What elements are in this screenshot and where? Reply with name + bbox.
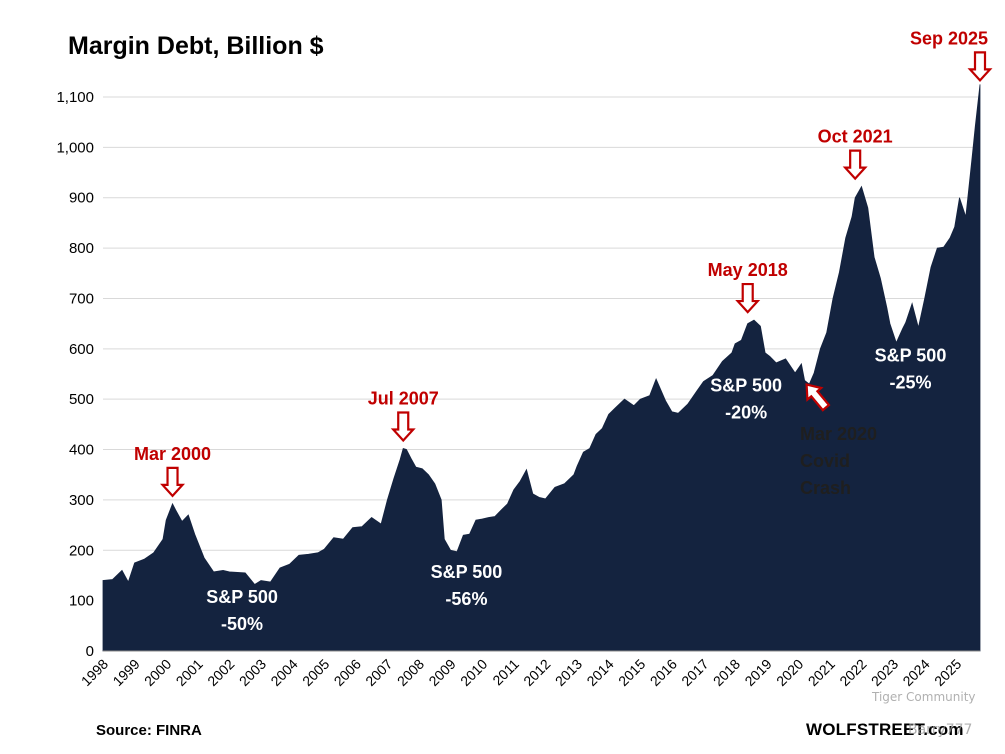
area-series-margin-debt [102,84,981,652]
annotation-arrow [735,282,761,314]
covid-arrow-shape [805,383,831,412]
chart-title: Margin Debt, Billion $ [68,32,324,60]
sp500-drawdown-label: -56% [445,589,487,609]
x-tick-label: 2011 [489,656,522,689]
watermark-community: Tiger Community [872,690,976,704]
sp500-drawdown-label: S&P 500 [431,562,503,582]
y-tick-label: 1,100 [56,89,94,106]
annotation-arrow [842,149,868,181]
x-tick-label: 2015 [615,656,648,689]
x-tick-label: 2022 [836,656,869,689]
y-tick-label: 200 [69,542,94,559]
annotation-arrow [967,51,993,83]
x-tick-label: 2018 [710,656,743,689]
x-tick-label: 2013 [552,656,585,689]
annotation-label: Sep 2025 [910,28,988,48]
x-tick-label: 2004 [267,656,300,689]
covid-annotation-line: Covid [800,451,850,471]
sp500-drawdown-label: S&P 500 [875,345,947,365]
x-tick-label: 2025 [931,656,964,689]
sp500-drawdown-label: S&P 500 [206,587,278,607]
y-tick-label: 0 [86,643,94,660]
y-tick-label: 500 [69,391,94,408]
x-tick-label: 2020 [773,656,806,689]
x-tick-label: 2023 [868,656,901,689]
y-tick-label: 600 [69,341,94,358]
covid-annotation-line: Mar 2020 [800,424,877,444]
y-tick-label: 1,000 [56,139,94,156]
x-tick-label: 2012 [520,656,553,689]
x-tick-label: 2010 [457,656,490,689]
y-tick-label: 100 [69,593,94,610]
sp500-drawdown-label: -50% [221,614,263,634]
x-tick-label: 2024 [899,656,932,689]
y-tick-label: 900 [69,190,94,207]
x-tick-label: 2021 [805,656,838,689]
x-tick-label: 2003 [236,656,269,689]
x-tick-label: 2019 [741,656,774,689]
x-tick-label: 2009 [425,656,458,689]
covid-arrow [805,383,831,412]
annotation-label: Mar 2000 [134,444,211,464]
brand-label: WOLFSTREET.com [806,720,964,739]
watermark-user: Barry777 [908,722,973,738]
annotation-arrow [160,466,186,498]
y-tick-label: 400 [69,442,94,459]
x-tick-label: 2016 [647,656,680,689]
x-tick-label: 2017 [678,656,711,689]
x-tick-label: 2014 [583,656,616,689]
x-tick-label: 2005 [299,656,332,689]
sp500-drawdown-label: -25% [889,372,931,392]
annotation-arrow [390,411,416,443]
sp500-drawdown-label: -20% [725,403,767,423]
annotation-label: Oct 2021 [818,127,893,147]
x-tick-label: 2008 [394,656,427,689]
sp500-drawdown-label: S&P 500 [710,376,782,396]
covid-annotation-line: Crash [800,478,851,498]
x-tick-label: 2007 [362,656,395,689]
x-tick-label: 1998 [78,656,111,689]
y-tick-label: 700 [69,290,94,307]
x-tick-label: 2000 [141,656,174,689]
source-label: Source: FINRA [96,722,202,739]
x-tick-label: 2001 [173,656,206,689]
y-tick-label: 300 [69,492,94,509]
annotation-label: Jul 2007 [368,389,439,409]
annotation-label: May 2018 [708,260,788,280]
x-tick-label: 2002 [204,656,237,689]
x-tick-label: 1999 [109,656,142,689]
y-tick-label: 800 [69,240,94,257]
x-tick-label: 2006 [331,656,364,689]
